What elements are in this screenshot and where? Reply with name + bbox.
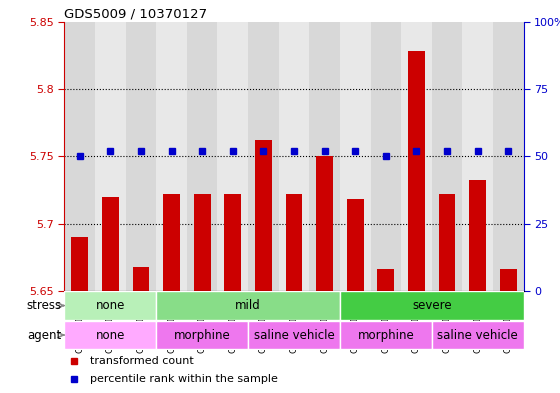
Bar	[286, 194, 302, 291]
Text: transformed count: transformed count	[90, 356, 193, 366]
Text: stress: stress	[26, 299, 62, 312]
Bar	[340, 22, 371, 291]
Bar	[463, 22, 493, 291]
Bar	[156, 22, 187, 291]
Bar	[401, 22, 432, 291]
Bar	[347, 199, 363, 291]
Bar	[133, 266, 150, 291]
Bar	[309, 22, 340, 291]
Bar	[340, 321, 432, 349]
Bar	[469, 180, 486, 291]
Text: severe: severe	[412, 299, 451, 312]
Bar	[432, 321, 524, 349]
Bar	[64, 321, 156, 349]
Bar	[371, 22, 401, 291]
Bar	[95, 22, 125, 291]
Bar	[225, 194, 241, 291]
Bar	[102, 196, 119, 291]
Bar	[194, 194, 211, 291]
Bar	[125, 22, 156, 291]
Bar	[377, 269, 394, 291]
Text: none: none	[96, 299, 125, 312]
Bar	[500, 269, 517, 291]
Bar	[340, 292, 524, 320]
Bar	[64, 22, 95, 291]
Bar	[248, 22, 279, 291]
Bar	[279, 22, 309, 291]
Text: saline vehicle: saline vehicle	[437, 329, 518, 342]
Text: morphine: morphine	[174, 329, 231, 342]
Bar	[248, 321, 340, 349]
Bar	[163, 194, 180, 291]
Bar	[432, 22, 463, 291]
Bar	[187, 22, 217, 291]
Bar	[71, 237, 88, 291]
Bar	[64, 292, 156, 320]
Text: agent: agent	[27, 329, 62, 342]
Bar	[493, 22, 524, 291]
Bar	[156, 292, 340, 320]
Bar	[217, 22, 248, 291]
Text: GDS5009 / 10370127: GDS5009 / 10370127	[64, 7, 208, 20]
Bar	[438, 194, 455, 291]
Text: percentile rank within the sample: percentile rank within the sample	[90, 374, 278, 384]
Text: mild: mild	[235, 299, 261, 312]
Text: none: none	[96, 329, 125, 342]
Text: saline vehicle: saline vehicle	[254, 329, 334, 342]
Text: morphine: morphine	[357, 329, 414, 342]
Bar	[408, 51, 425, 291]
Bar	[255, 140, 272, 291]
Bar	[156, 321, 248, 349]
Bar	[316, 156, 333, 291]
